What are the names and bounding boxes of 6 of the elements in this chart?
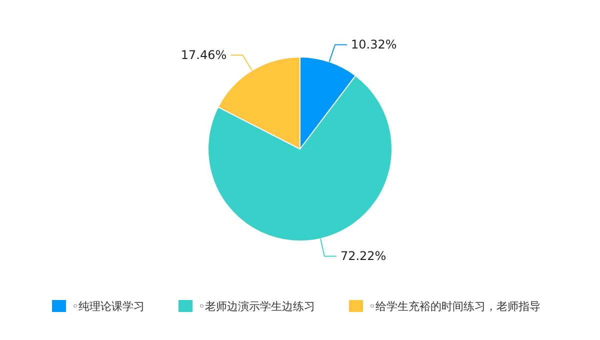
data-label: 17.46% xyxy=(180,48,227,62)
legend-label: ◦给学生充裕的时间练习，老师指导 xyxy=(369,300,540,313)
legend-label: ◦纯理论课学习 xyxy=(72,300,144,313)
legend-label: ◦老师边演示学生边练习 xyxy=(198,300,315,313)
data-label: 72.22% xyxy=(340,249,386,264)
data-label: 10.32% xyxy=(351,38,397,52)
